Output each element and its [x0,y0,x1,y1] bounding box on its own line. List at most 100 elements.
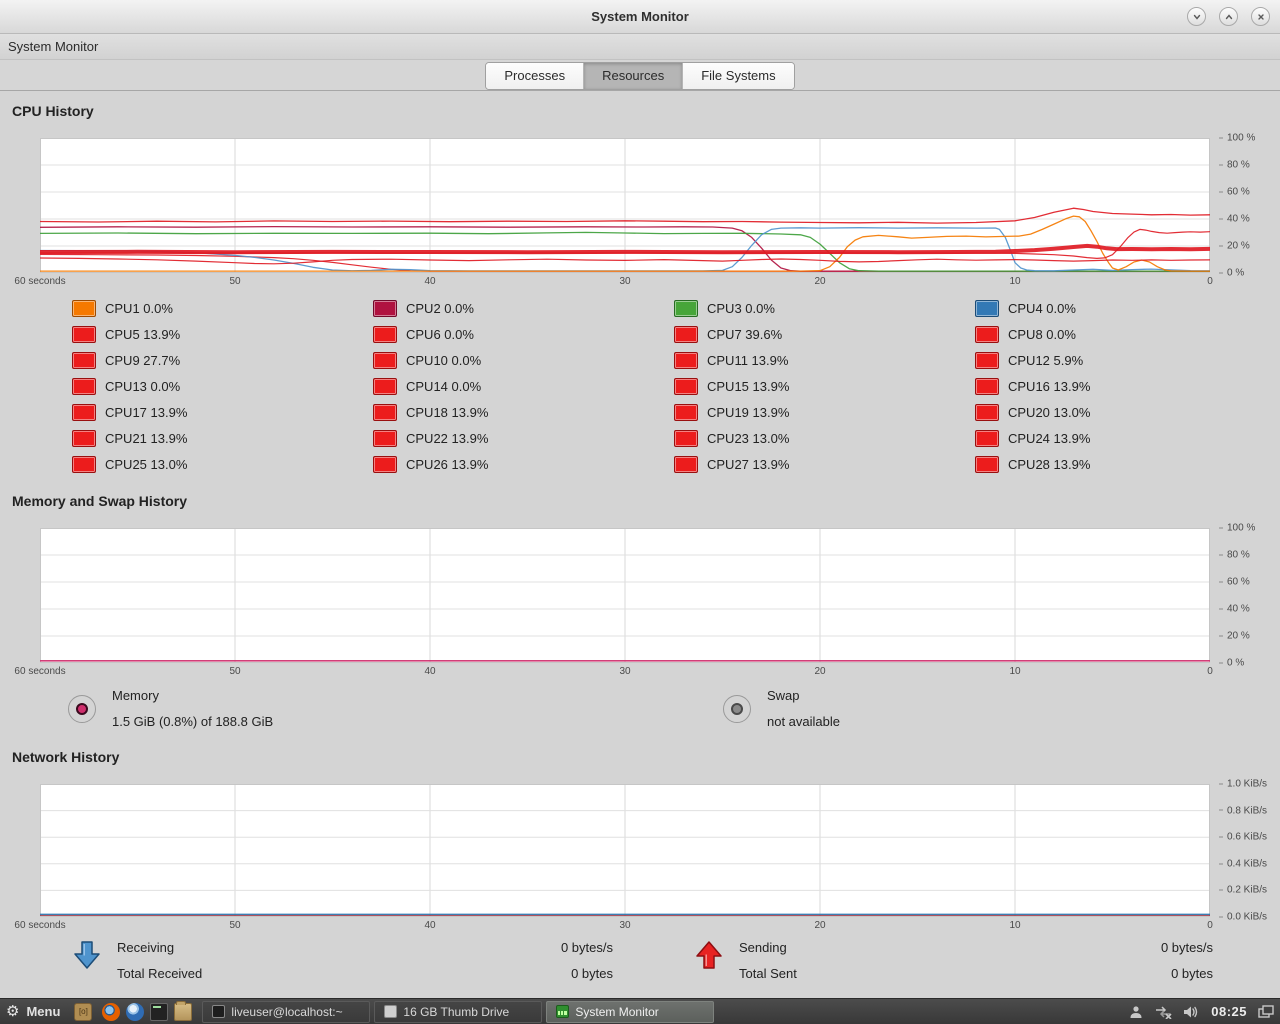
user-icon[interactable] [1129,1005,1143,1019]
cpu-color-swatch[interactable] [674,455,698,473]
x-tick-label: 0 [1207,666,1213,677]
cpu-color-swatch[interactable] [72,429,96,447]
cpu-color-swatch[interactable] [975,377,999,395]
sending-stats: Sending 0 bytes/s Total Sent 0 bytes [640,935,1280,987]
cpu-color-swatch[interactable] [674,429,698,447]
app-menu[interactable]: System Monitor [8,39,99,54]
cpu-color-swatch[interactable] [975,403,999,421]
y-tick-label: 100 % [1210,133,1255,144]
close-button[interactable] [1251,7,1270,26]
maximize-button[interactable] [1219,7,1238,26]
x-tick-label: 30 [619,920,631,931]
cpu-legend-item: CPU13 0.0% [72,373,373,399]
tab-file-systems[interactable]: File Systems [683,62,794,89]
memory-legend-item: Memory 1.5 GiB (0.8%) of 188.8 GiB [0,683,640,735]
x-tick-label: 20 [814,276,826,287]
clock[interactable]: 08:25 [1211,1004,1247,1019]
y-tick-label: 0 % [1210,658,1244,669]
cpu-legend-item: CPU28 13.9% [975,451,1276,477]
terminal-launcher-icon[interactable] [150,1002,169,1021]
taskbar-window-16-gb-thumb-drive[interactable]: 16 GB Thumb Drive [374,1000,543,1023]
minimize-button[interactable] [1187,7,1206,26]
x-tick-label: 20 [814,666,826,677]
cpu-legend-item: CPU7 39.6% [674,321,975,347]
volume-icon[interactable] [1183,1005,1200,1019]
cpu-color-swatch[interactable] [72,299,96,317]
cpu-color-swatch[interactable] [674,403,698,421]
x-tick-label: 50 [229,276,241,287]
workspace-switcher-icon[interactable] [1258,1004,1274,1019]
cpu-color-swatch[interactable] [373,403,397,421]
cpu-legend-label: CPU20 13.0% [1008,404,1091,420]
network-chart: 1.0 KiB/s 0.8 KiB/s 0.6 KiB/s 0.4 KiB/s 0.2 … [14,779,1267,932]
terminal-icon [212,1005,226,1018]
cpu-color-swatch[interactable] [674,325,698,343]
cpu-color-swatch[interactable] [72,325,96,343]
total-received-value: 0 bytes [571,966,613,981]
cpu-color-swatch[interactable] [674,299,698,317]
cpu-legend-item: CPU1 0.0% [72,295,373,321]
cpu-legend-label: CPU7 39.6% [707,326,783,342]
cpu-color-swatch[interactable] [975,351,999,369]
memory-pie-indicator [68,695,96,723]
y-tick-label: 40 % [1210,604,1250,615]
cpu-color-swatch[interactable] [72,351,96,369]
cpu-color-swatch[interactable] [373,299,397,317]
cpu-color-swatch[interactable] [72,455,96,473]
y-tick-label: 60 % [1210,187,1250,198]
cpu-color-swatch[interactable] [674,377,698,395]
cpu-legend-item: CPU20 13.0% [975,399,1276,425]
file-manager-icon[interactable] [174,1000,193,1021]
cpu-legend-label: CPU1 0.0% [105,300,173,316]
tab-resources[interactable]: Resources [584,62,684,89]
firefox-icon[interactable] [102,1002,121,1021]
menu-label: Menu [26,1004,61,1019]
network-history-title: Network History [12,749,120,765]
taskbar-window-title: liveuser@localhost:~ [231,1004,343,1019]
cpu-color-swatch[interactable] [975,455,999,473]
cpu-color-swatch[interactable] [373,455,397,473]
cpu-legend-label: CPU9 27.7% [105,352,181,368]
memory-chart-plot [40,528,1210,663]
cpu-color-swatch[interactable] [373,351,397,369]
cpu-legend-item: CPU10 0.0% [373,347,674,373]
x-tick-label: 10 [1009,666,1021,677]
cpu-color-swatch[interactable] [373,325,397,343]
browser-globe-icon[interactable] [126,1002,145,1021]
menubar: System Monitor [0,34,1280,60]
x-tick-label: 10 [1009,276,1021,287]
cpu-legend-item: CPU5 13.9% [72,321,373,347]
taskbar-window-system-monitor[interactable]: System Monitor [546,1000,715,1023]
cpu-legend-label: CPU28 13.9% [1008,456,1091,472]
cpu-legend-item: CPU21 13.9% [72,425,373,451]
cpu-color-swatch[interactable] [674,351,698,369]
x-tick-label: 20 [814,920,826,931]
y-tick-label: 0.0 KiB/s [1210,912,1267,923]
receiving-rate: 0 bytes/s [560,940,613,955]
cpu-color-swatch[interactable] [975,299,999,317]
cpu-color-swatch[interactable] [975,325,999,343]
swap-label: Swap [767,688,800,703]
cpu-legend-label: CPU13 0.0% [105,378,181,394]
x-tick-label: 60 seconds [14,920,66,931]
receiving-stats: Receiving 0 bytes/s Total Received 0 byt… [0,935,640,987]
memory-x-axis: 60 seconds 50 40 30 20 10 0 [14,663,1213,677]
cpu-legend-label: CPU25 13.0% [105,456,188,472]
cpu-color-swatch[interactable] [373,377,397,395]
cpu-color-swatch[interactable] [72,377,96,395]
titlebar[interactable]: System Monitor [0,0,1280,34]
network-stats: Receiving 0 bytes/s Total Received 0 byt… [0,935,1280,987]
cpu-legend-item: CPU6 0.0% [373,321,674,347]
cpu-y-axis: 100 % 80 % 60 % 40 % 20 % 0 % [1210,133,1280,279]
tab-processes[interactable]: Processes [486,62,585,89]
cpu-color-swatch[interactable] [975,429,999,447]
cpu-chart-plot [40,138,1210,273]
receiving-label: Receiving [117,940,175,955]
start-menu-button[interactable]: ⚙ Menu [6,1004,60,1019]
cpu-color-swatch[interactable] [72,403,96,421]
y-tick-label: 20 % [1210,631,1250,642]
screenshot-tool-icon[interactable]: [o] [74,1002,93,1021]
network-disconnected-icon[interactable] [1154,1005,1172,1019]
taskbar-window-liveuser-localhost-[interactable]: liveuser@localhost:~ [202,1000,371,1023]
cpu-color-swatch[interactable] [373,429,397,447]
